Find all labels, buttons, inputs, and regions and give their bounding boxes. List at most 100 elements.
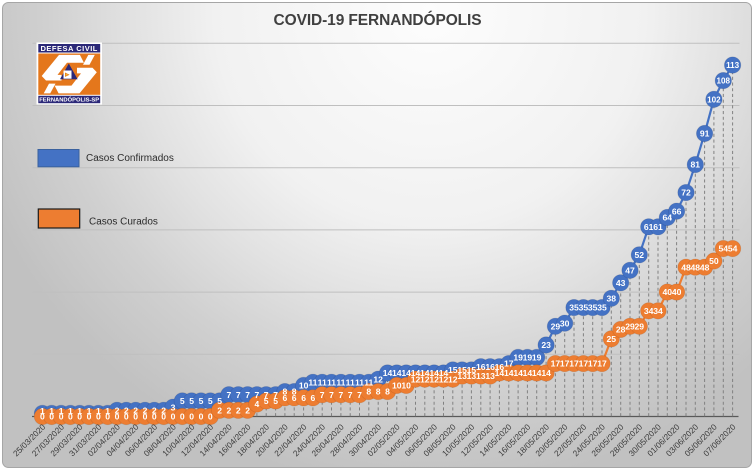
svg-text:2: 2 [152,405,157,415]
svg-text:14: 14 [532,368,542,378]
svg-text:7: 7 [320,390,325,400]
svg-text:4: 4 [255,399,260,409]
svg-text:34: 34 [653,306,663,316]
svg-text:6: 6 [292,393,297,403]
svg-text:5: 5 [199,396,204,406]
svg-text:0: 0 [161,412,166,422]
svg-text:2: 2 [236,405,241,415]
svg-text:17: 17 [588,359,598,369]
svg-text:13: 13 [485,371,495,381]
svg-text:15: 15 [457,365,467,375]
svg-text:1: 1 [49,406,54,416]
svg-text:48: 48 [681,262,691,272]
svg-text:6: 6 [301,393,306,403]
svg-text:1: 1 [59,406,64,416]
svg-text:61: 61 [653,222,663,232]
svg-text:Casos Curados: Casos Curados [89,217,158,228]
svg-text:0: 0 [152,412,157,422]
svg-text:0: 0 [124,412,129,422]
svg-text:12: 12 [448,374,458,384]
svg-text:2: 2 [161,405,166,415]
svg-text:8: 8 [292,387,297,397]
svg-text:10: 10 [401,381,411,391]
svg-text:1: 1 [77,406,82,416]
svg-text:6: 6 [283,393,288,403]
svg-text:19: 19 [532,353,542,363]
svg-text:12: 12 [411,374,421,384]
svg-text:61: 61 [644,222,654,232]
svg-text:54: 54 [728,244,738,254]
svg-text:17: 17 [597,359,607,369]
svg-text:43: 43 [616,278,626,288]
svg-text:35: 35 [579,303,589,313]
svg-text:5: 5 [189,396,194,406]
svg-text:1: 1 [105,406,110,416]
svg-text:30: 30 [560,318,570,328]
svg-text:25: 25 [607,334,617,344]
svg-text:34: 34 [644,306,654,316]
svg-text:0: 0 [208,412,213,422]
svg-text:14: 14 [504,368,514,378]
svg-text:64: 64 [663,213,673,223]
svg-text:5: 5 [217,396,222,406]
svg-text:0: 0 [199,412,204,422]
svg-text:5: 5 [208,396,213,406]
svg-text:0: 0 [180,412,185,422]
svg-text:47: 47 [625,265,635,275]
svg-text:8: 8 [385,387,390,397]
svg-text:14: 14 [495,368,505,378]
svg-text:14: 14 [429,368,439,378]
svg-text:35: 35 [597,303,607,313]
svg-text:29: 29 [625,321,635,331]
svg-text:17: 17 [569,359,579,369]
svg-text:14: 14 [401,368,411,378]
svg-text:14: 14 [541,368,551,378]
svg-text:11: 11 [364,377,373,387]
svg-text:0: 0 [77,412,82,422]
svg-text:7: 7 [339,390,344,400]
svg-text:7: 7 [245,390,250,400]
svg-text:11: 11 [327,377,336,387]
svg-text:72: 72 [681,188,691,198]
svg-text:66: 66 [672,206,682,216]
svg-text:0: 0 [115,412,120,422]
svg-text:2: 2 [217,405,222,415]
svg-text:40: 40 [663,287,673,297]
svg-text:5: 5 [264,396,269,406]
svg-text:2: 2 [227,405,232,415]
svg-text:12: 12 [373,374,383,384]
svg-text:16: 16 [485,362,495,372]
svg-text:0: 0 [87,412,92,422]
svg-text:0: 0 [96,412,101,422]
svg-text:17: 17 [560,359,570,369]
svg-text:2: 2 [124,405,129,415]
svg-text:2: 2 [133,405,138,415]
svg-text:91: 91 [700,129,710,139]
svg-text:6: 6 [311,393,316,403]
svg-text:38: 38 [607,293,617,303]
svg-text:8: 8 [283,387,288,397]
svg-text:35: 35 [569,303,579,313]
svg-text:DEFESA CIVIL: DEFESA CIVIL [40,44,97,53]
svg-text:0: 0 [133,412,138,422]
svg-text:0: 0 [40,412,45,422]
svg-text:29: 29 [551,321,561,331]
svg-text:52: 52 [635,250,645,260]
svg-text:3: 3 [171,402,176,412]
svg-text:8: 8 [366,387,371,397]
svg-text:0: 0 [49,412,54,422]
svg-text:5: 5 [273,396,278,406]
svg-text:81: 81 [691,160,701,170]
svg-text:10: 10 [299,381,309,391]
svg-text:0: 0 [68,412,73,422]
svg-text:7: 7 [227,390,232,400]
svg-text:0: 0 [189,412,194,422]
svg-text:14: 14 [439,368,449,378]
svg-text:12: 12 [429,374,439,384]
svg-text:48: 48 [700,262,710,272]
svg-text:11: 11 [355,377,364,387]
svg-text:0: 0 [59,412,64,422]
svg-text:14: 14 [392,368,402,378]
svg-text:11: 11 [308,377,317,387]
svg-text:23: 23 [541,340,551,350]
